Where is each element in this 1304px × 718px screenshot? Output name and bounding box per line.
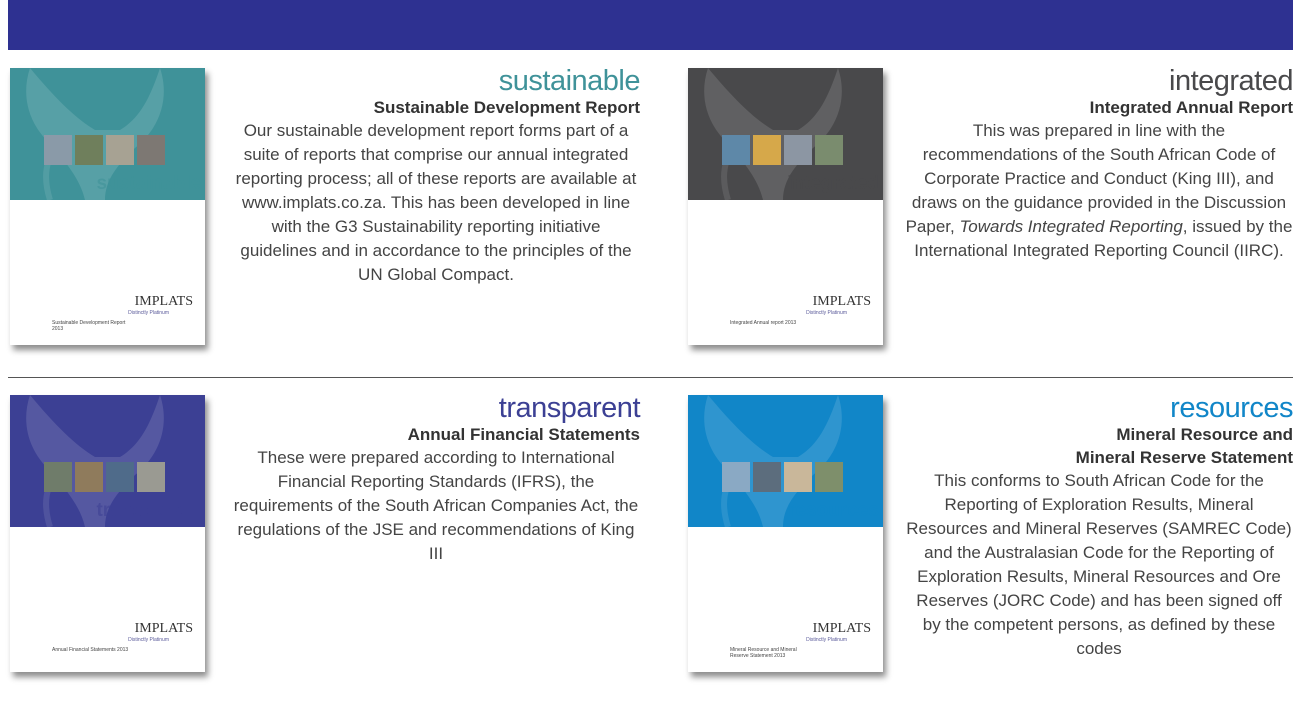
report-description: Our sustainable development report forms…: [232, 119, 640, 287]
cover-band: [688, 395, 883, 527]
cover-caption: Mineral Resource and Mineral Reserve Sta…: [730, 647, 797, 659]
report-text: transparent Annual Financial Statements Th…: [232, 392, 641, 566]
cover-tagline: Distinctly Platinum: [128, 637, 169, 643]
cover-photos: [44, 135, 165, 165]
report-keyword: sustainable: [498, 65, 641, 97]
report-cover: transparent IMPLATS Distinctly Platinum Ann…: [10, 395, 205, 672]
description-text: Our sustainable development report forms…: [235, 121, 637, 284]
cover-logo: IMPLATS: [134, 294, 193, 309]
cover-band: [10, 68, 205, 200]
cover-photo: [722, 135, 750, 165]
description-text: , issued by the International Integrated…: [914, 217, 1293, 260]
cover-photo: [784, 135, 812, 165]
report-title: Mineral Resource and Mineral Reserve Sta…: [1075, 425, 1293, 467]
description-text: These were prepared according to Interna…: [233, 448, 639, 563]
cover-keyword: integrated: [787, 173, 879, 194]
cover-inset: integrated IMPLATS Distinctly Platinum Inte…: [718, 130, 883, 345]
report-text: sustainable Sustainable Development Repor…: [232, 65, 641, 287]
report-cover: sustainable IMPLATS Distinctly Platinum Sus…: [10, 68, 205, 345]
cover-photos: [722, 462, 843, 492]
cover-inset: transparent IMPLATS Distinctly Platinum Ann…: [40, 457, 205, 672]
cover-keyword: sustainable: [96, 173, 201, 194]
cover-photo: [106, 462, 134, 492]
cover-tagline: Distinctly Platinum: [128, 310, 169, 316]
report-keyword: integrated: [1169, 65, 1294, 97]
cover-tagline: Distinctly Platinum: [806, 310, 847, 316]
cover-photo: [815, 135, 843, 165]
cover-photo: [44, 462, 72, 492]
cover-inset: resources IMPLATS Distinctly Platinum Miner…: [718, 457, 883, 672]
report-description: These were prepared according to Interna…: [232, 446, 640, 566]
cover-photo: [722, 462, 750, 492]
cover-photo: [106, 135, 134, 165]
cover-inset: sustainable IMPLATS Distinctly Platinum Sus…: [40, 130, 205, 345]
cover-tagline: Distinctly Platinum: [806, 637, 847, 643]
report-cover: resources IMPLATS Distinctly Platinum Miner…: [688, 395, 883, 672]
description-text: This conforms to South African Code for …: [906, 471, 1292, 658]
cover-band: [10, 395, 205, 527]
cover-photo: [815, 462, 843, 492]
cover-photos: [722, 135, 843, 165]
cover-caption: Integrated Annual report 2013: [730, 320, 797, 326]
report-description: This conforms to South African Code for …: [905, 469, 1293, 661]
report-keyword: transparent: [498, 392, 641, 424]
cover-caption: Sustainable Development Report 2013: [52, 320, 126, 332]
divider: [8, 377, 1293, 378]
cover-photo: [44, 135, 72, 165]
report-keyword: resources: [1170, 392, 1293, 424]
cover-photo: [75, 462, 103, 492]
cover-logo: IMPLATS: [134, 621, 193, 636]
cover-logo: IMPLATS: [812, 294, 871, 309]
cover-photo: [753, 135, 781, 165]
report-text: integrated Integrated Annual Report This w…: [905, 65, 1294, 263]
report-title: Sustainable Development Report: [373, 98, 640, 117]
cover-band: [688, 68, 883, 200]
description-emphasis: Towards Integrated Reporting: [959, 217, 1183, 236]
cover-keyword: transparent: [96, 500, 201, 521]
cover-logo: IMPLATS: [812, 621, 871, 636]
report-cover: integrated IMPLATS Distinctly Platinum Inte…: [688, 68, 883, 345]
cover-photo: [137, 135, 165, 165]
report-description: This was prepared in line with the recom…: [905, 119, 1293, 263]
report-title: Integrated Annual Report: [1089, 98, 1293, 117]
cover-photo: [784, 462, 812, 492]
report-text: resources Mineral Resource and Mineral Re…: [905, 393, 1293, 661]
cover-keyword: resources: [788, 500, 879, 521]
cover-photo: [137, 462, 165, 492]
description-text: This was prepared in line with the recom…: [905, 121, 1287, 236]
cover-photo: [753, 462, 781, 492]
header-bar: [8, 0, 1293, 50]
cover-photo: [75, 135, 103, 165]
cover-caption: Annual Financial Statements 2013: [52, 647, 129, 653]
cover-photos: [44, 462, 165, 492]
report-title: Annual Financial Statements: [407, 425, 640, 444]
